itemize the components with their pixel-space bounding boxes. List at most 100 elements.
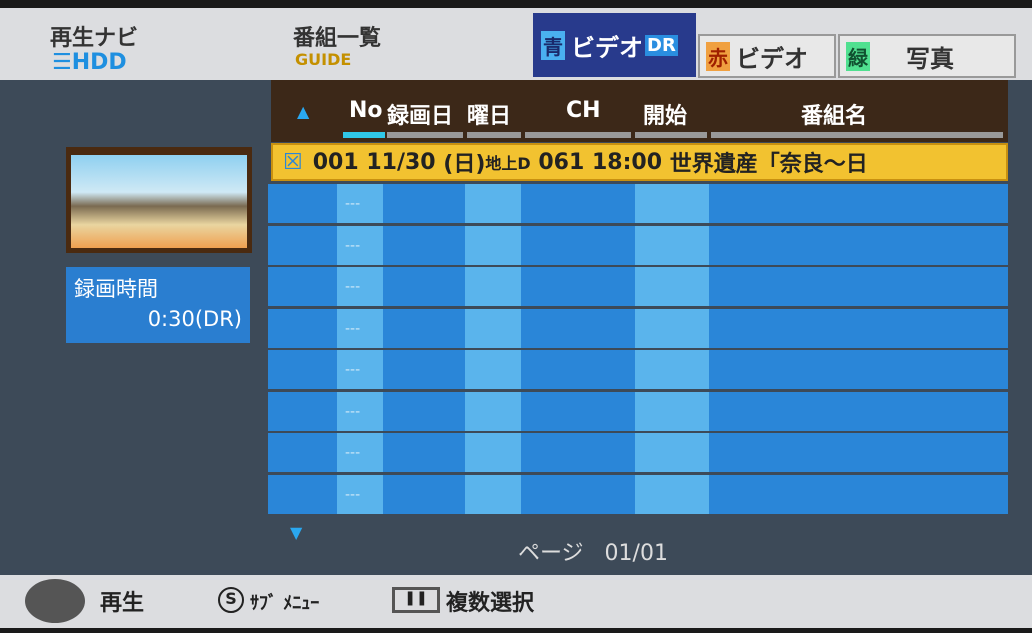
table-cell: [635, 225, 709, 265]
table-cell: [523, 475, 631, 514]
top-bar: 再生ナビ ☰HDD 番組一覧 GUIDE 青ビデオ DR 赤ビデオ 緑写真: [0, 8, 1032, 80]
table-cell: [523, 309, 631, 348]
empty-placeholder: ---: [345, 196, 361, 212]
table-cell: [385, 309, 461, 348]
table-row[interactable]: ---: [268, 474, 1008, 514]
recording-list: ▲ No 録画日 曜日 CH 開始 番組名 ☒ 001 11/30 (日) 地上…: [268, 80, 1008, 520]
table-cell: [711, 309, 1008, 348]
table-cell: [385, 350, 461, 389]
empty-placeholder: ---: [345, 486, 361, 503]
tab-green-photo[interactable]: 緑写真: [838, 34, 1016, 78]
table-cell: ---: [337, 391, 383, 431]
col-bar: [711, 132, 1003, 138]
table-cell: [711, 392, 1008, 431]
table-cell: [465, 225, 521, 265]
table-cell: [711, 184, 1008, 223]
empty-placeholder: ---: [345, 403, 361, 420]
table-cell: ---: [337, 267, 383, 306]
table-cell: [635, 184, 709, 223]
table-cell: [465, 474, 521, 514]
col-bar: [467, 132, 521, 138]
table-row[interactable]: ---: [268, 350, 1008, 389]
col-start[interactable]: 開始: [643, 104, 688, 129]
table-row[interactable]: ---: [268, 433, 1008, 472]
table-cell: [711, 267, 1008, 306]
table-cell: [635, 308, 709, 348]
table-cell: [523, 350, 631, 389]
footer-bar: 再生 S ｻﾌﾞ ﾒﾆｭｰ ❚❚ 複数選択: [0, 575, 1032, 628]
s-key-icon: S: [218, 587, 244, 613]
list-header: ▲ No 録画日 曜日 CH 開始 番組名: [271, 80, 1008, 142]
scroll-down-icon[interactable]: ▼: [290, 523, 303, 542]
table-cell: [635, 391, 709, 431]
table-cell: [523, 433, 631, 472]
table-cell: [635, 267, 709, 306]
empty-placeholder: ---: [345, 320, 361, 337]
table-cell: [385, 475, 461, 514]
table-cell: [523, 267, 631, 306]
table-row[interactable]: ---: [268, 391, 1008, 431]
table-cell: [711, 433, 1008, 472]
col-day[interactable]: 曜日: [467, 104, 512, 129]
table-cell: [523, 184, 631, 223]
table-cell: ---: [337, 225, 383, 265]
empty-placeholder: ---: [345, 445, 361, 461]
submenu-hint: ｻﾌﾞ ﾒﾆｭｰ: [250, 593, 320, 614]
table-cell: [523, 226, 631, 265]
table-cell: ---: [337, 184, 383, 223]
guide-logo: GUIDE: [295, 50, 352, 69]
table-cell: [711, 226, 1008, 265]
table-cell: [385, 184, 461, 223]
table-cell: [635, 433, 709, 472]
col-bar: [387, 132, 463, 138]
col-no[interactable]: No: [349, 98, 383, 123]
empty-placeholder: ---: [345, 237, 361, 254]
table-cell: [523, 392, 631, 431]
sort-indicator: [343, 132, 385, 138]
pause-key-icon: ❚❚: [392, 587, 440, 613]
table-row[interactable]: ---: [268, 308, 1008, 348]
table-cell: [465, 267, 521, 306]
record-time-box: 録画時間 0:30(DR): [66, 267, 250, 343]
table-row[interactable]: ---: [268, 267, 1008, 306]
recording-icon: ☒: [283, 149, 303, 175]
empty-placeholder: ---: [345, 362, 361, 378]
table-cell: [385, 226, 461, 265]
record-time-label: 録画時間: [74, 277, 158, 301]
hdd-label: ☰HDD: [52, 50, 127, 75]
tab-red-video[interactable]: 赤ビデオ: [698, 34, 836, 78]
screen: 再生ナビ ☰HDD 番組一覧 GUIDE 青ビデオ DR 赤ビデオ 緑写真 録画時…: [0, 8, 1032, 628]
col-date[interactable]: 録画日: [387, 104, 454, 129]
table-cell: [711, 350, 1008, 389]
table-cell: [465, 184, 521, 223]
thumbnail-image: [71, 155, 247, 248]
table-row[interactable]: ---: [268, 184, 1008, 223]
table-row[interactable]: ---: [268, 225, 1008, 265]
record-time-value: 0:30(DR): [147, 307, 242, 331]
dpad-icon: [25, 579, 85, 623]
multi-select-hint: 複数選択: [446, 591, 535, 616]
col-bar: [635, 132, 707, 138]
col-title[interactable]: 番組名: [801, 104, 868, 129]
col-bar: [525, 132, 631, 138]
nav-title: 再生ナビ: [50, 26, 139, 51]
table-cell: ---: [337, 308, 383, 348]
table-cell: [465, 391, 521, 431]
program-list-button[interactable]: 番組一覧: [293, 26, 382, 51]
table-cell: [465, 308, 521, 348]
page-indicator: ページ 01/01: [518, 541, 668, 566]
table-row-selected[interactable]: ☒ 001 11/30 (日) 地上D 061 18:00 世界遺産「奈良～日: [271, 143, 1008, 181]
table-cell: ---: [337, 433, 383, 472]
table-cell: [385, 433, 461, 472]
table-cell: [385, 267, 461, 306]
table-cell: [465, 350, 521, 389]
table-cell: [465, 433, 521, 472]
scroll-up-icon[interactable]: ▲: [297, 102, 310, 121]
table-cell: [635, 474, 709, 514]
play-hint: 再生: [100, 591, 145, 616]
tab-blue-video-dr[interactable]: 青ビデオ DR: [533, 13, 696, 77]
table-cell: ---: [337, 474, 383, 514]
hdd-icon: ☰: [52, 50, 72, 75]
col-ch[interactable]: CH: [566, 98, 601, 123]
empty-placeholder: ---: [345, 279, 361, 295]
